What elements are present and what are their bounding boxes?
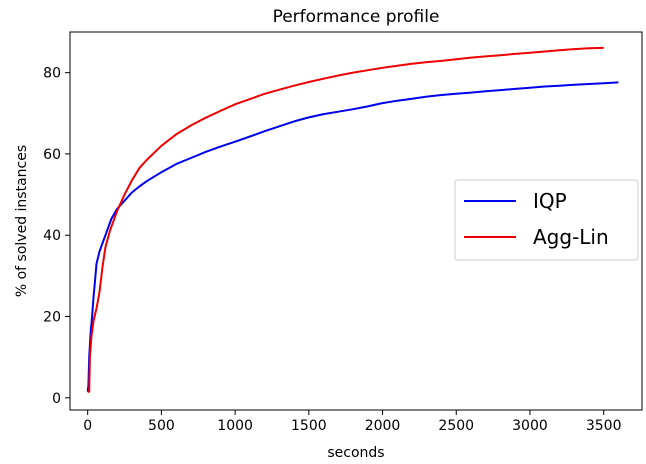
- x-tick-label: 500: [148, 418, 175, 434]
- x-tick-label: 1000: [217, 418, 253, 434]
- series-line-agg-lin: [87, 46, 604, 393]
- x-tick-label: 1500: [291, 418, 327, 434]
- y-tick-label: 60: [43, 147, 61, 163]
- axes-frame: [69, 31, 643, 411]
- x-tick-label: 0: [83, 418, 92, 434]
- x-tick-label: 3000: [512, 418, 548, 434]
- legend-label-iqp: IQP: [533, 189, 567, 213]
- series-line-iqp: [86, 81, 619, 392]
- y-axis-label: % of solved instances: [14, 145, 30, 297]
- x-tick-label: 2000: [365, 418, 401, 434]
- chart-title: Performance profile: [273, 7, 440, 27]
- plot-area: [86, 46, 619, 393]
- y-tick-label: 20: [43, 310, 61, 326]
- legend: IQP Agg-Lin: [454, 179, 639, 261]
- x-axis-label: seconds: [327, 445, 384, 461]
- x-axis-ticks: 0 500 1000 1500 2000 2500 3000 3500: [83, 410, 621, 434]
- x-tick-label: 3500: [586, 418, 622, 434]
- y-tick-label: 80: [43, 66, 61, 82]
- x-tick-label: 2500: [438, 418, 474, 434]
- y-axis-ticks: 0 20 40 60 80: [43, 66, 70, 407]
- y-tick-label: 0: [52, 391, 61, 407]
- legend-label-agg-lin: Agg-Lin: [533, 225, 609, 249]
- y-tick-label: 40: [43, 228, 61, 244]
